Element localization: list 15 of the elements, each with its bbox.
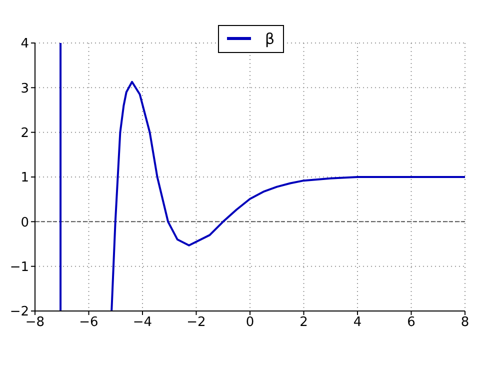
x-tick-label: −6: [79, 315, 98, 330]
x-tick-label: 2: [300, 315, 308, 330]
x-tick-label: 8: [460, 315, 470, 330]
legend-label: β: [265, 30, 275, 48]
y-tick-label: 4: [20, 36, 29, 52]
y-tick-label: 2: [20, 126, 29, 141]
x-tick-label: 4: [353, 315, 362, 330]
x-tick-label: 0: [246, 315, 254, 330]
y-tick-label: 3: [20, 81, 29, 96]
y-tick-label: −1: [10, 260, 29, 275]
y-tick-label: 0: [20, 215, 29, 230]
x-tick-label: 6: [407, 315, 416, 330]
y-tick-label: 1: [20, 170, 29, 186]
x-tick-label: −2: [186, 315, 206, 330]
x-tick-label: −4: [132, 315, 152, 330]
